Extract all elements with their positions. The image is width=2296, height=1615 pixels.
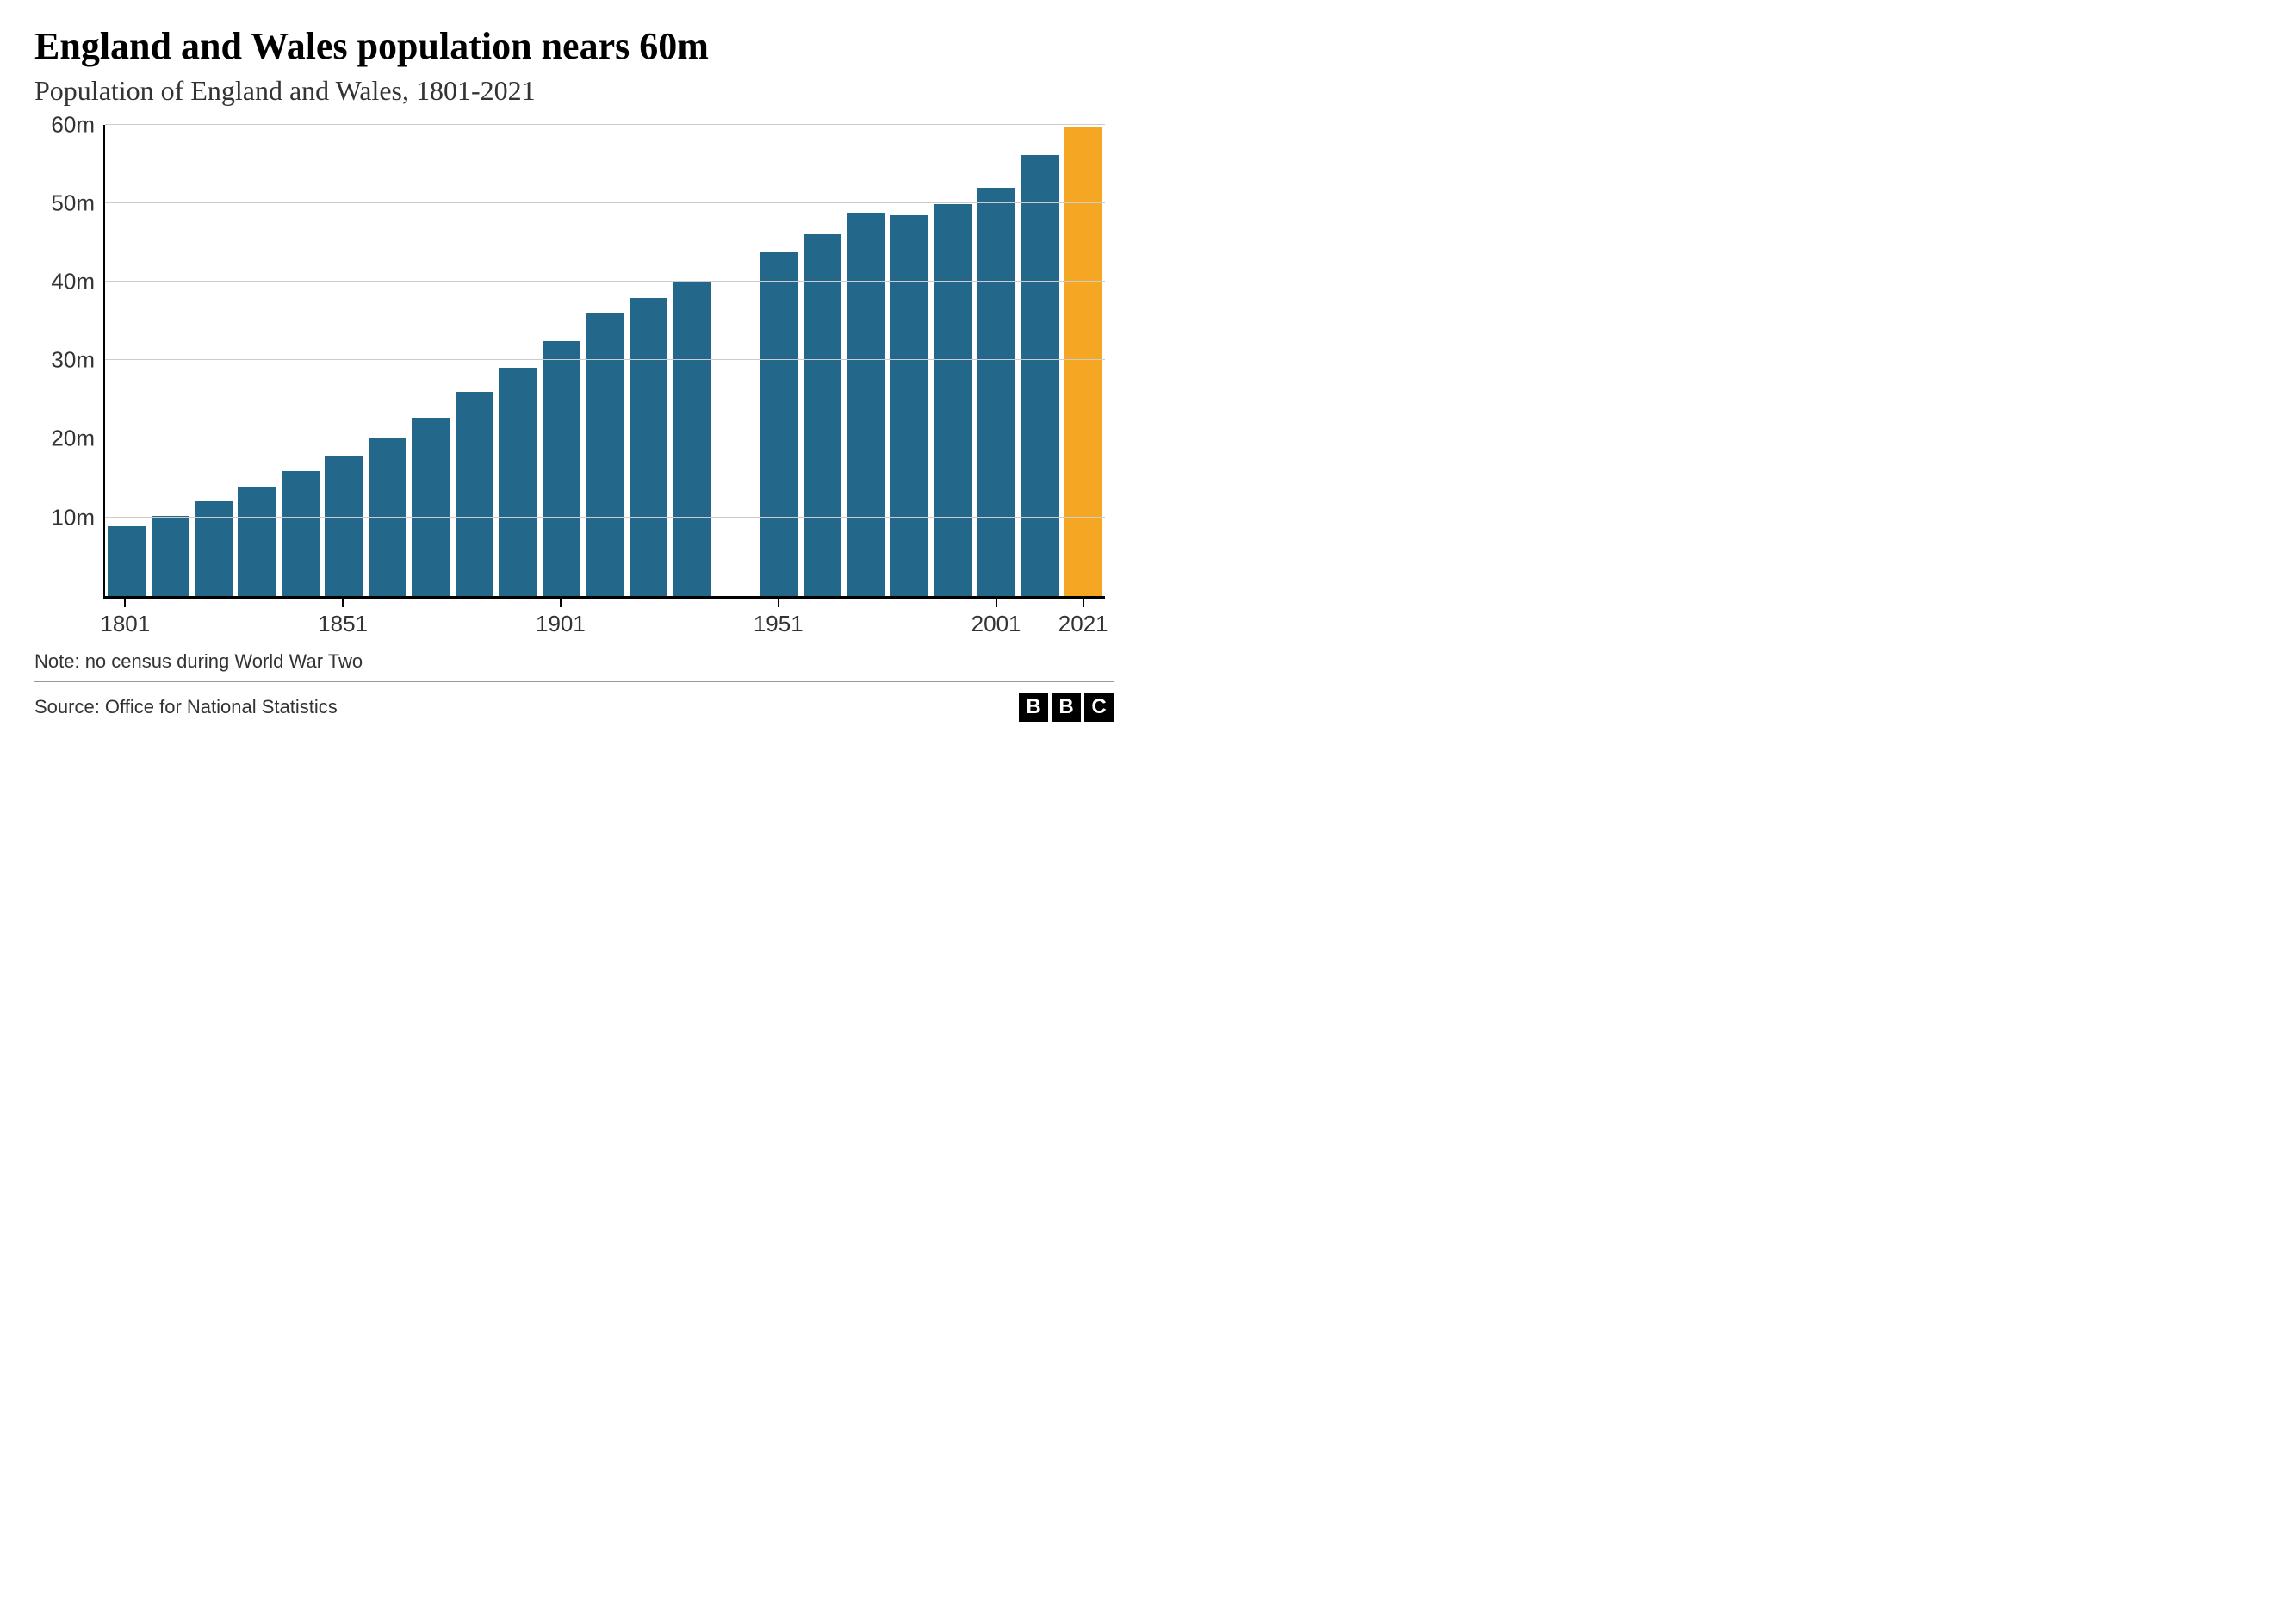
bar-slot <box>148 125 191 596</box>
bars-group <box>105 125 1105 596</box>
gridline <box>105 359 1105 360</box>
gridline <box>105 281 1105 282</box>
bar-slot <box>540 125 583 596</box>
chart-title: England and Wales population nears 60m <box>34 26 1114 67</box>
x-axis-label: 2001 <box>971 611 1021 637</box>
bar <box>325 456 363 596</box>
bar <box>282 471 320 596</box>
x-axis-tick <box>1083 599 1084 607</box>
bar-slot <box>496 125 539 596</box>
x-axis-label: 1851 <box>318 611 368 637</box>
bar <box>456 392 493 596</box>
bar-slot <box>801 125 844 596</box>
bar-slot <box>366 125 409 596</box>
bar <box>804 234 841 596</box>
bar <box>412 418 450 596</box>
bar <box>586 313 624 596</box>
chart-wrap: 10m20m30m40m50m60m 1801 1851 1901 1951 2001 2… <box>34 125 1114 642</box>
bar <box>977 188 1015 596</box>
y-axis-label: 20m <box>51 425 95 452</box>
bar-slot <box>757 125 800 596</box>
bar-slot <box>1062 125 1105 596</box>
bar-slot <box>1018 125 1061 596</box>
chart-note: Note: no census during World War Two <box>34 650 1114 682</box>
y-axis-label: 10m <box>51 504 95 531</box>
y-axis-label: 50m <box>51 189 95 216</box>
bar-slot <box>670 125 713 596</box>
bar-slot <box>192 125 235 596</box>
bar-slot <box>931 125 974 596</box>
bbc-logo-block: B <box>1052 693 1081 722</box>
chart-source: Source: Office for National Statistics <box>34 696 338 718</box>
bar <box>760 252 797 595</box>
bbc-logo-block: C <box>1084 693 1114 722</box>
bar <box>543 341 580 596</box>
bar <box>934 204 971 596</box>
gridline <box>105 124 1105 125</box>
bar <box>238 487 276 596</box>
bar-slot <box>453 125 496 596</box>
y-axis-label: 40m <box>51 269 95 295</box>
chart-container: England and Wales population nears 60m P… <box>0 0 1148 808</box>
bar <box>1064 127 1102 595</box>
x-axis-label: 2021 <box>1058 611 1108 637</box>
x-axis-tick <box>778 599 779 607</box>
bar-slot <box>322 125 365 596</box>
bar-slot <box>279 125 322 596</box>
bar <box>152 516 189 596</box>
bar <box>847 213 884 596</box>
bar <box>673 282 711 596</box>
bar-slot <box>627 125 670 596</box>
x-axis-label: 1951 <box>754 611 804 637</box>
x-axis-labels: 1801 1851 1901 1951 2001 2021 <box>103 599 1105 642</box>
y-axis-label: 30m <box>51 347 95 374</box>
bbc-logo: B B C <box>1019 693 1114 722</box>
bar <box>1021 155 1058 595</box>
bar <box>108 526 146 596</box>
chart-footer: Source: Office for National Statistics B… <box>34 693 1114 722</box>
x-axis-tick <box>124 599 126 607</box>
chart-subtitle: Population of England and Wales, 1801-20… <box>34 74 1114 107</box>
bar-slot <box>409 125 452 596</box>
bar-slot <box>583 125 626 596</box>
bar <box>630 298 667 596</box>
bar <box>499 368 537 595</box>
bar-slot <box>888 125 931 596</box>
x-axis-tick <box>996 599 997 607</box>
y-axis-label: 60m <box>51 111 95 138</box>
gridline <box>105 202 1105 203</box>
bar-slot <box>844 125 887 596</box>
x-axis-tick <box>342 599 344 607</box>
x-axis-label: 1801 <box>100 611 150 637</box>
x-axis-tick <box>560 599 562 607</box>
bar-slot <box>235 125 278 596</box>
x-axis-label: 1901 <box>536 611 586 637</box>
bar-slot <box>714 125 757 596</box>
plot-area: 10m20m30m40m50m60m <box>103 125 1105 599</box>
bar <box>890 215 928 596</box>
bar-slot <box>105 125 148 596</box>
gridline <box>105 517 1105 518</box>
bar-slot <box>975 125 1018 596</box>
bbc-logo-block: B <box>1019 693 1048 722</box>
